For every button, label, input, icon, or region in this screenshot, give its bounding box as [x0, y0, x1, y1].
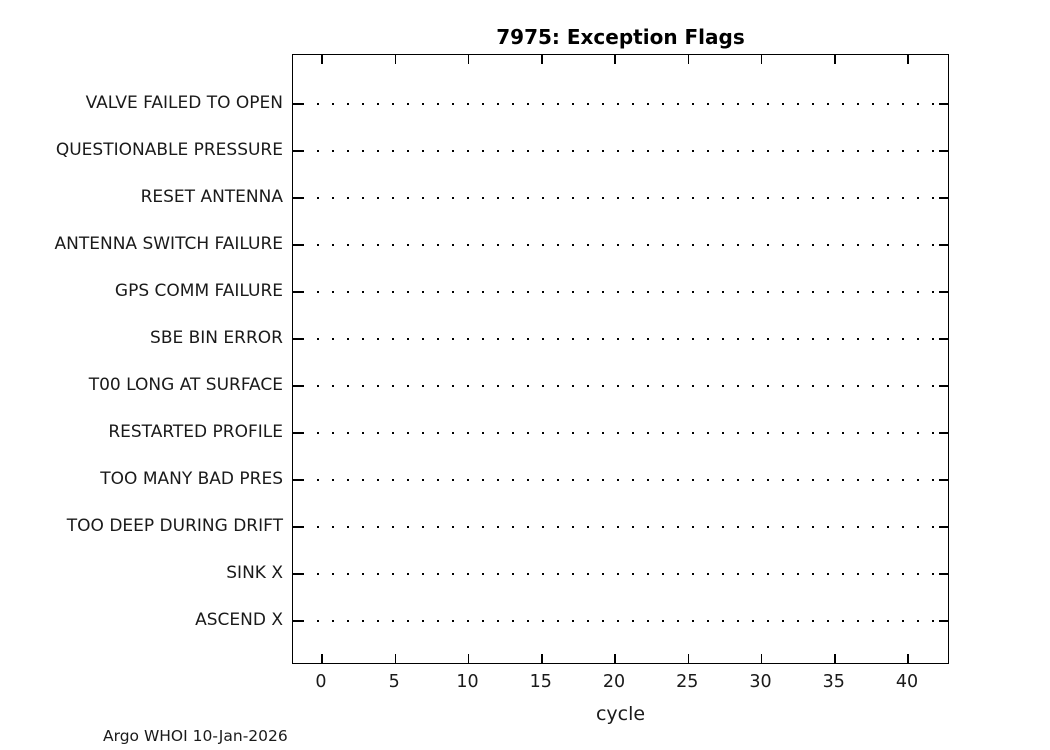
y-tick-left [293, 338, 302, 340]
category-gridline [302, 338, 943, 340]
x-tick-bottom [687, 654, 689, 663]
y-axis-category-label: GPS COMM FAILURE [114, 281, 283, 301]
y-tick-right [939, 479, 948, 481]
y-tick-left [293, 526, 302, 528]
y-axis-category-label: RESTARTED PROFILE [108, 422, 283, 442]
x-axis-tick-label: 20 [602, 672, 626, 692]
category-gridline [302, 526, 943, 528]
x-axis-tick-label: 5 [388, 672, 400, 692]
y-axis-category-label: RESET ANTENNA [140, 187, 283, 207]
x-tick-bottom [321, 654, 323, 663]
y-tick-right [939, 197, 948, 199]
x-tick-bottom [907, 654, 909, 663]
category-gridline [302, 573, 943, 575]
y-axis-category-label: T00 LONG AT SURFACE [88, 375, 283, 395]
x-tick-top [834, 55, 836, 64]
y-tick-left [293, 432, 302, 434]
x-axis-tick-label: 30 [749, 672, 772, 692]
x-tick-bottom [467, 654, 470, 663]
x-tick-top [687, 55, 689, 64]
y-tick-right [939, 620, 948, 622]
y-tick-left [293, 103, 302, 105]
category-gridline [302, 385, 943, 387]
x-tick-top [541, 55, 543, 64]
y-tick-left [293, 150, 302, 152]
x-axis-tick-label: 0 [315, 672, 327, 692]
x-axis-tick-label: 15 [529, 672, 552, 692]
x-axis-tick-label: 40 [895, 672, 919, 692]
y-axis-category-label: TOO DEEP DURING DRIFT [66, 516, 283, 536]
x-tick-top [614, 55, 616, 64]
category-gridline [302, 291, 943, 293]
x-tick-bottom [760, 654, 763, 663]
category-gridline [302, 620, 943, 622]
category-gridline [302, 103, 943, 105]
x-tick-top [394, 55, 396, 64]
y-axis-category-label: SINK X [226, 563, 283, 583]
y-tick-right [939, 432, 948, 434]
category-gridline [302, 150, 943, 152]
footer-annotation: Argo WHOI 10-Jan-2026 [103, 727, 288, 745]
x-axis-tick-label: 25 [676, 672, 699, 692]
x-axis-title: cycle [595, 703, 646, 725]
y-tick-right [939, 291, 948, 293]
x-tick-top [467, 55, 470, 64]
y-tick-right [939, 385, 948, 387]
y-tick-right [939, 244, 948, 246]
y-tick-right [939, 573, 948, 575]
y-axis-category-label: QUESTIONABLE PRESSURE [55, 140, 283, 160]
plot-area [292, 54, 949, 664]
y-tick-left [293, 620, 302, 622]
y-axis-category-label: ANTENNA SWITCH FAILURE [54, 234, 283, 254]
y-axis-category-label: TOO MANY BAD PRES [100, 469, 283, 489]
x-tick-bottom [541, 654, 543, 663]
y-tick-left [293, 244, 302, 246]
y-axis-category-label: ASCEND X [195, 610, 283, 630]
category-gridline [302, 244, 943, 246]
chart-title: 7975: Exception Flags [496, 25, 745, 49]
x-axis-tick-label: 35 [822, 672, 845, 692]
y-tick-right [939, 526, 948, 528]
y-tick-right [939, 103, 948, 105]
y-tick-left [293, 573, 302, 575]
y-axis-category-label: SBE BIN ERROR [150, 328, 283, 348]
y-tick-left [293, 291, 302, 293]
y-axis-category-label: VALVE FAILED TO OPEN [85, 93, 283, 113]
x-tick-top [321, 55, 323, 64]
category-gridline [302, 197, 943, 199]
x-tick-bottom [834, 654, 836, 663]
x-axis-tick-label: 10 [456, 672, 479, 692]
x-tick-bottom [614, 654, 616, 663]
x-tick-top [907, 55, 909, 64]
y-tick-left [293, 197, 302, 199]
y-tick-right [939, 150, 948, 152]
x-tick-top [760, 55, 763, 64]
category-gridline [302, 432, 943, 434]
y-tick-left [293, 479, 302, 481]
category-gridline [302, 479, 943, 481]
x-tick-bottom [394, 654, 396, 663]
y-tick-right [939, 338, 948, 340]
y-tick-left [293, 385, 302, 387]
